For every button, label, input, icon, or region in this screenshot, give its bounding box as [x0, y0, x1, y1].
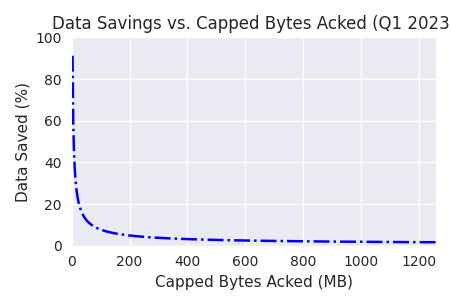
Title: Data Savings vs. Capped Bytes Acked (Q1 2023): Data Savings vs. Capped Bytes Acked (Q1 … — [52, 15, 451, 33]
X-axis label: Capped Bytes Acked (MB): Capped Bytes Acked (MB) — [155, 275, 352, 290]
Y-axis label: Data Saved (%): Data Saved (%) — [15, 81, 30, 202]
